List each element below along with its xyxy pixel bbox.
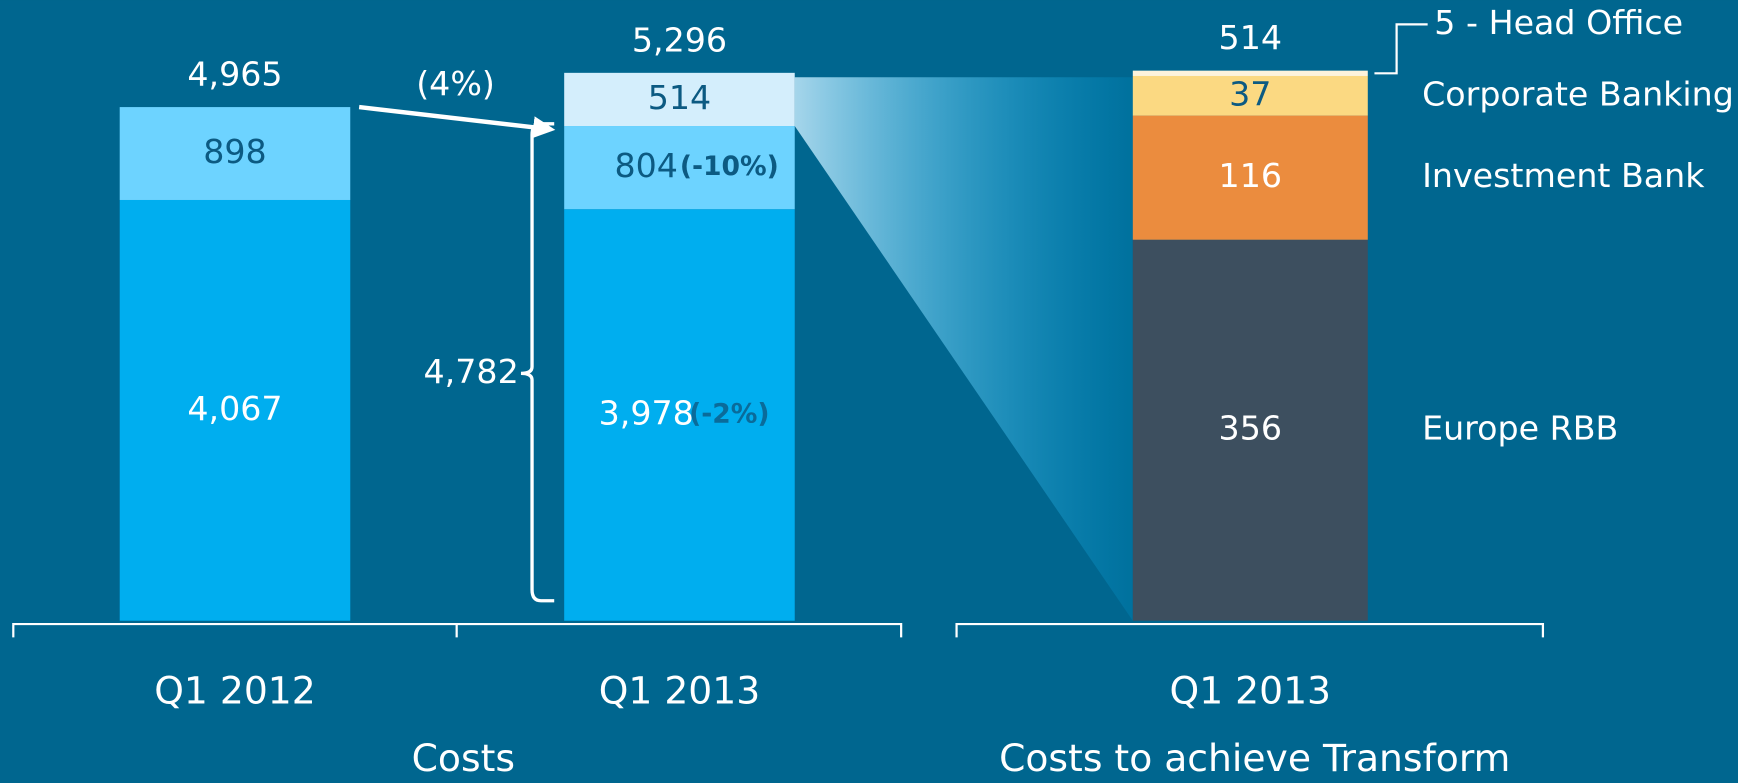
change-label: (4%): [416, 64, 495, 103]
bar-segment: [564, 209, 795, 621]
legend-label: Investment Bank: [1422, 156, 1705, 195]
bar-segment: [564, 72, 795, 127]
value-label: 898: [203, 132, 266, 171]
total-label: 5,296: [632, 20, 727, 59]
bar-segment: [1132, 70, 1368, 76]
chart-title: Costs to achieve Transform: [999, 736, 1510, 780]
x-tick-label: Q1 2013: [599, 668, 760, 712]
value-label: 4,067: [187, 389, 282, 428]
bar-segment: [564, 126, 795, 210]
bracket-label: 4,782: [424, 352, 519, 391]
x-tick-label: Q1 2012: [154, 668, 315, 712]
bar-segment: [1132, 239, 1368, 621]
change-label: (-10%): [680, 151, 779, 182]
axis-line: [12, 622, 903, 638]
leader-line: [1374, 23, 1428, 75]
bar-segment: [1132, 75, 1368, 116]
chart-title: Costs: [412, 736, 515, 780]
total-label: 4,965: [187, 55, 282, 94]
legend-label: 5 - Head Office: [1434, 3, 1683, 42]
change-label: (-2%): [689, 398, 770, 429]
value-label: 514: [648, 78, 711, 117]
value-label: 356: [1219, 409, 1282, 448]
legend-label: Europe RBB: [1422, 409, 1618, 448]
bar-segment: [119, 107, 351, 200]
funnel: [794, 77, 1133, 621]
axis-brackets: [12, 622, 1545, 638]
value-label: 116: [1219, 156, 1282, 195]
value-label: 804: [614, 146, 677, 185]
total-label: 514: [1219, 18, 1282, 57]
change-arrow: [358, 104, 556, 139]
axis-line: [955, 622, 1545, 638]
legend-label: Corporate Banking: [1422, 74, 1734, 113]
value-label: 37: [1229, 74, 1271, 113]
bar-segment: [1132, 115, 1368, 240]
x-tick-label: Q1 2013: [1170, 668, 1331, 712]
value-label: 3,978: [599, 393, 694, 432]
bar-segment: [119, 199, 351, 621]
